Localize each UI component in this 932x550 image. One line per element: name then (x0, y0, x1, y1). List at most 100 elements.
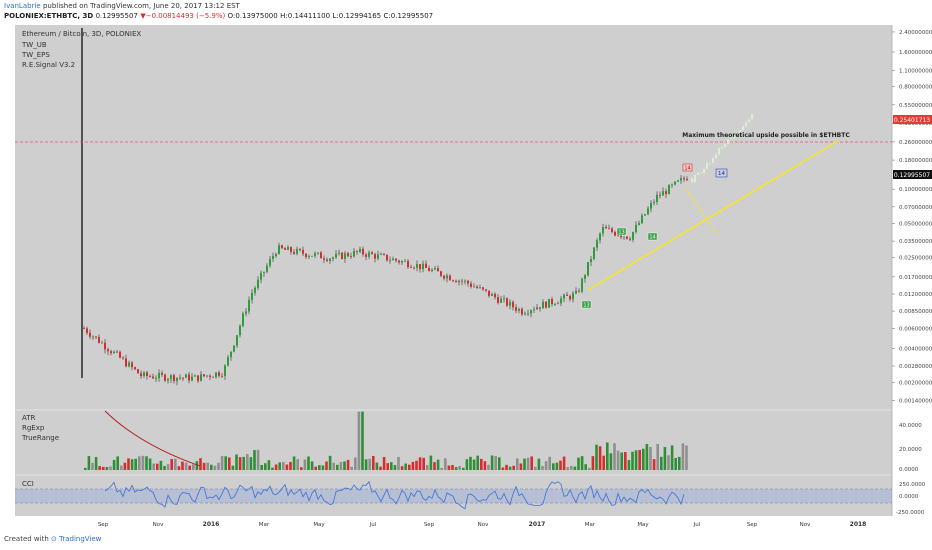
td-label-1: 13 (581, 300, 592, 309)
atr-bar-7 (109, 466, 112, 470)
svg-text:0.12995507: 0.12995507 (894, 172, 930, 179)
projection-candle-12 (727, 136, 729, 148)
svg-text:13: 13 (618, 230, 624, 236)
candle-12 (119, 350, 121, 359)
projection-candle-0 (691, 175, 693, 186)
candle-141 (506, 297, 508, 308)
atr-bar-95 (426, 465, 429, 470)
candle-98 (377, 250, 379, 261)
atr-bar-2 (91, 462, 94, 470)
candle-164 (575, 287, 577, 295)
atr-bars (84, 411, 688, 470)
upside-annotation: Maximum theoretical upside possible in $… (682, 132, 850, 139)
atr-bar-1 (87, 456, 91, 470)
cci-label[interactable]: CCI (22, 480, 34, 488)
candle-97 (374, 252, 376, 263)
atr-bar-48 (256, 449, 260, 470)
cci-line (104, 480, 685, 510)
price-pane-bg[interactable] (15, 25, 892, 409)
atr-label[interactable]: ATR (22, 414, 36, 422)
candle-148 (527, 309, 529, 317)
candle-65 (278, 242, 280, 255)
atr-bar-70 (336, 464, 339, 470)
atr-bar-71 (339, 461, 343, 470)
candle-101 (386, 254, 388, 262)
atr-bar-86 (393, 465, 397, 470)
candle-27 (164, 373, 166, 383)
atr-bar-15 (138, 456, 141, 470)
candle-147 (524, 311, 526, 316)
candle-161 (566, 291, 568, 296)
atr-tick-0: 0.0000 (899, 467, 919, 473)
atr-bar-123 (526, 457, 530, 470)
candle-16 (131, 360, 133, 371)
candle-172 (599, 232, 601, 244)
candle-180 (623, 236, 625, 240)
indicator-tw-ub[interactable]: TW_UB (21, 41, 47, 49)
atr-bar-59 (296, 459, 299, 470)
atr-bar-138 (580, 456, 584, 470)
candle-20 (143, 371, 145, 378)
candle-100 (383, 252, 385, 256)
candle-120 (443, 274, 445, 281)
td-label-4: 14 (682, 163, 693, 172)
atr-bar-137 (577, 457, 580, 470)
atr-bar-94 (422, 457, 425, 470)
indicator-tw-eps[interactable]: TW_EPS (21, 51, 50, 59)
atr-bar-35 (210, 464, 213, 470)
atr-bar-55 (282, 461, 285, 470)
candle-14 (125, 354, 127, 368)
author-link[interactable]: IvanLabrie (4, 2, 41, 10)
candle-68 (287, 245, 289, 250)
price-tick-6: 0.26000000 (899, 140, 932, 146)
candle-162 (569, 294, 571, 302)
atr-bar-116 (501, 467, 505, 470)
atr-bar-51 (267, 460, 271, 470)
atr-bar-160 (660, 456, 663, 470)
atr-bar-63 (310, 461, 314, 470)
truerange-label[interactable]: TrueRange (21, 434, 59, 442)
atr-bar-103 (454, 467, 458, 470)
atr-bar-28 (184, 462, 188, 470)
atr-bar-75 (354, 457, 357, 470)
candle-181 (626, 236, 628, 240)
candle-43 (212, 376, 214, 378)
atr-bar-120 (516, 458, 519, 470)
atr-bar-126 (537, 458, 541, 470)
atr-bar-25 (174, 458, 177, 470)
projection-candle-4 (703, 165, 705, 177)
atr-curve (104, 410, 201, 467)
candle-168 (587, 261, 589, 277)
candle-103 (392, 256, 394, 261)
tradingview-logo-text[interactable]: ⊙ TradingView (51, 535, 102, 543)
atr-bar-91 (411, 461, 415, 470)
atr-bar-135 (570, 465, 573, 470)
candle-125 (458, 279, 460, 286)
price-tick-2: 1.10000000 (899, 69, 932, 75)
rgexp-label[interactable]: RgExp (22, 424, 45, 432)
candle-35 (188, 371, 190, 384)
atr-bar-129 (548, 456, 551, 470)
atr-bar-78 (364, 459, 368, 470)
projection-candle-13 (730, 135, 732, 143)
atr-bar-125 (534, 466, 537, 470)
atr-bar-65 (318, 465, 321, 470)
x-tick-may: May (637, 522, 649, 528)
atr-bar-44 (242, 456, 245, 470)
candle-19 (140, 370, 142, 379)
atr-bar-9 (116, 456, 119, 470)
indicator-re-signal[interactable]: R.E.Signal V3.2 (22, 61, 75, 69)
candle-110 (413, 266, 415, 270)
publish-header: IvanLabrie published on TradingView.com,… (4, 2, 240, 10)
candle-146 (521, 307, 523, 316)
candle-133 (482, 286, 484, 292)
price-tick-13: 0.01700000 (899, 275, 932, 281)
candle-79 (320, 250, 322, 259)
candle-142 (509, 299, 511, 310)
atr-bar-67 (325, 461, 328, 470)
candle-58 (257, 276, 259, 291)
atr-bar-93 (418, 457, 422, 470)
candle-113 (422, 260, 424, 273)
atr-bar-37 (217, 462, 220, 470)
